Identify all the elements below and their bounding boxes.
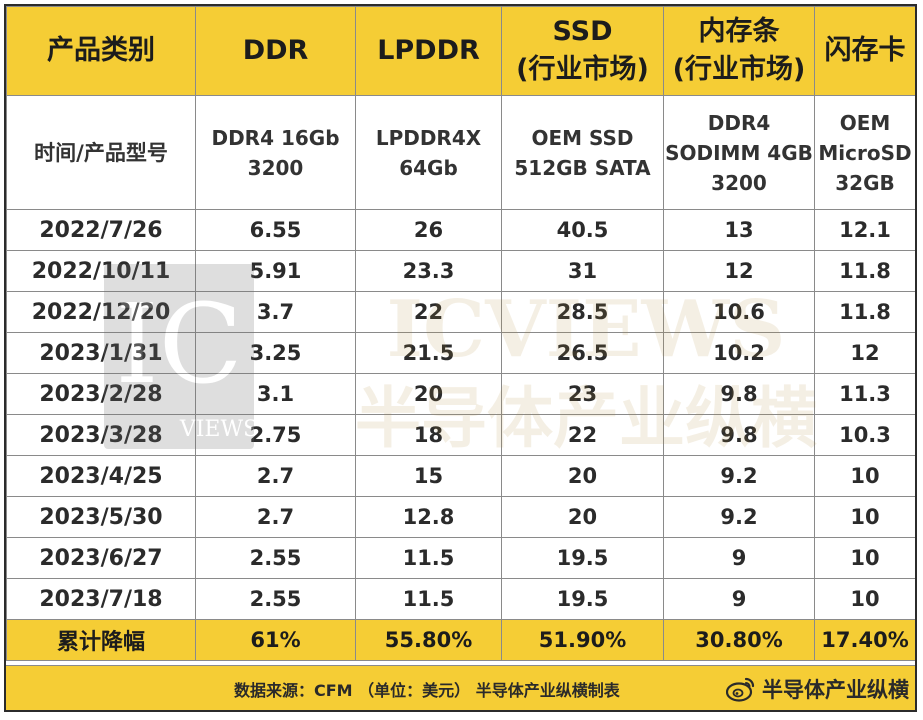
table-row: 2022/7/26 6.55 26 40.5 13 12.1 — [6, 209, 915, 251]
price-cell: 9.2 — [663, 496, 815, 538]
price-cell: 2.55 — [195, 537, 356, 579]
price-cell: 6.55 — [195, 209, 356, 251]
price-cell: 9 — [663, 537, 815, 579]
summary-label: 累计降幅 — [6, 619, 196, 661]
price-cell: 22 — [501, 414, 664, 456]
price-cell: 11.8 — [814, 291, 915, 333]
price-cell: 10 — [814, 496, 915, 538]
price-cell: 19.5 — [501, 578, 664, 620]
summary-cell: 30.80% — [663, 619, 815, 661]
price-cell: 10 — [814, 578, 915, 620]
table-row: 2022/12/20 3.7 22 28.5 10.6 11.8 — [6, 291, 915, 333]
table-row: 2022/10/11 5.91 23.3 31 12 11.8 — [6, 250, 915, 292]
price-cell: 10 — [814, 537, 915, 579]
model-row-label: 时间/产品型号 — [6, 95, 196, 210]
price-cell: 9 — [663, 578, 815, 620]
price-cell: 9.2 — [663, 455, 815, 497]
price-cell: 12.1 — [814, 209, 915, 251]
price-cell: 3.1 — [195, 373, 356, 415]
price-cell: 11.8 — [814, 250, 915, 292]
price-cell: 3.7 — [195, 291, 356, 333]
footer-bar: 数据来源：CFM （单位：美元） 半导体产业纵横制表 半导体产业纵横 — [6, 665, 915, 710]
price-cell: 2.75 — [195, 414, 356, 456]
price-cell: 11.5 — [355, 537, 502, 579]
table-row: 2023/6/27 2.55 11.5 19.5 9 10 — [6, 537, 915, 579]
price-cell: 19.5 — [501, 537, 664, 579]
table-row: 2023/3/28 2.75 18 22 9.8 10.3 — [6, 414, 915, 456]
summary-cell: 61% — [195, 619, 356, 661]
table-body: 产品类别 DDR LPDDR SSD (行业市场) 内存条 (行业市场) 闪存卡 时间/产品型号… — [6, 6, 915, 661]
price-cell: 10.6 — [663, 291, 815, 333]
model-cell: DDR4 16Gb 3200 — [195, 95, 356, 210]
price-cell: 23.3 — [355, 250, 502, 292]
table-row: 2023/2/28 3.1 20 23 9.8 11.3 — [6, 373, 915, 415]
summary-cell: 17.40% — [814, 619, 915, 661]
date-cell: 2023/4/25 — [6, 455, 196, 497]
price-cell: 15 — [355, 455, 502, 497]
price-cell: 18 — [355, 414, 502, 456]
price-cell: 23 — [501, 373, 664, 415]
price-cell: 21.5 — [355, 332, 502, 374]
header-corner: 产品类别 — [6, 6, 196, 96]
date-cell: 2023/1/31 — [6, 332, 196, 374]
summary-row: 累计降幅 61% 55.80% 51.90% 30.80% 17.40% — [6, 619, 915, 661]
price-cell: 10 — [814, 455, 915, 497]
price-cell: 40.5 — [501, 209, 664, 251]
column-header: 闪存卡 — [814, 6, 915, 96]
table-row: 2023/4/25 2.7 15 20 9.2 10 — [6, 455, 915, 497]
price-cell: 13 — [663, 209, 815, 251]
price-cell: 31 — [501, 250, 664, 292]
table-row: 2023/1/31 3.25 21.5 26.5 10.2 12 — [6, 332, 915, 374]
price-cell: 12.8 — [355, 496, 502, 538]
price-cell: 26.5 — [501, 332, 664, 374]
table-frame: 产品类别 DDR LPDDR SSD (行业市场) 内存条 (行业市场) 闪存卡 时间/产品型号… — [4, 4, 917, 712]
price-cell: 2.7 — [195, 455, 356, 497]
price-cell: 12 — [814, 332, 915, 374]
date-cell: 2023/6/27 — [6, 537, 196, 579]
date-cell: 2023/3/28 — [6, 414, 196, 456]
date-cell: 2022/12/20 — [6, 291, 196, 333]
summary-cell: 55.80% — [355, 619, 502, 661]
summary-cell: 51.90% — [501, 619, 664, 661]
table-row: 2023/7/18 2.55 11.5 19.5 9 10 — [6, 578, 915, 620]
price-cell: 12 — [663, 250, 815, 292]
model-cell: OEM SSD 512GB SATA — [501, 95, 664, 210]
header-row: 产品类别 DDR LPDDR SSD (行业市场) 内存条 (行业市场) 闪存卡 — [6, 6, 915, 96]
column-header: 内存条 (行业市场) — [663, 6, 815, 96]
price-cell: 10.3 — [814, 414, 915, 456]
price-cell: 11.5 — [355, 578, 502, 620]
price-cell: 9.8 — [663, 414, 815, 456]
price-cell: 20 — [355, 373, 502, 415]
date-cell: 2022/10/11 — [6, 250, 196, 292]
brand-mark[interactable]: 半导体产业纵横 — [726, 673, 909, 705]
column-header: DDR — [195, 6, 356, 96]
model-cell: OEM MicroSD 32GB — [814, 95, 915, 210]
brand-label: 半导体产业纵横 — [762, 678, 909, 702]
price-cell: 20 — [501, 455, 664, 497]
model-cell: DDR4 SODIMM 4GB 3200 — [663, 95, 815, 210]
price-cell: 20 — [501, 496, 664, 538]
date-cell: 2022/7/26 — [6, 209, 196, 251]
date-cell: 2023/5/30 — [6, 496, 196, 538]
column-header: LPDDR — [355, 6, 502, 96]
price-cell: 3.25 — [195, 332, 356, 374]
date-cell: 2023/7/18 — [6, 578, 196, 620]
price-cell: 22 — [355, 291, 502, 333]
price-cell: 26 — [355, 209, 502, 251]
weibo-icon — [726, 677, 755, 702]
model-row: 时间/产品型号 DDR4 16Gb 3200 LPDDR4X 64Gb OEM SSD 51… — [6, 95, 915, 210]
date-cell: 2023/2/28 — [6, 373, 196, 415]
price-cell: 28.5 — [501, 291, 664, 333]
price-cell: 10.2 — [663, 332, 815, 374]
price-cell: 2.55 — [195, 578, 356, 620]
price-table: 产品类别 DDR LPDDR SSD (行业市场) 内存条 (行业市场) 闪存卡 时间/产品型号… — [6, 6, 915, 661]
model-cell: LPDDR4X 64Gb — [355, 95, 502, 210]
price-cell: 5.91 — [195, 250, 356, 292]
price-cell: 11.3 — [814, 373, 915, 415]
price-cell: 2.7 — [195, 496, 356, 538]
source-note: 数据来源：CFM （单位：美元） 半导体产业纵横制表 — [234, 681, 620, 700]
price-cell: 9.8 — [663, 373, 815, 415]
column-header: SSD (行业市场) — [501, 6, 664, 96]
table-row: 2023/5/30 2.7 12.8 20 9.2 10 — [6, 496, 915, 538]
